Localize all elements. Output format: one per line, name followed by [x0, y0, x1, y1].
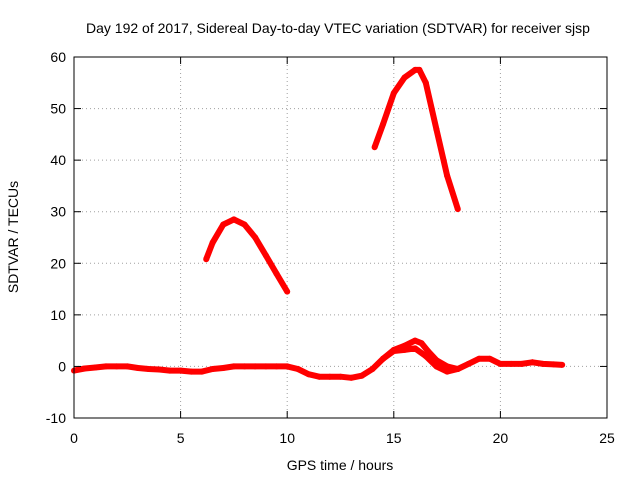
data-point — [424, 348, 431, 354]
data-point — [103, 363, 109, 370]
y-tick-label: 30 — [50, 204, 66, 220]
data-point — [316, 373, 323, 380]
y-axis-label: SDTVAR / TECUs — [5, 181, 21, 293]
data-point — [358, 372, 365, 379]
data-point — [401, 74, 408, 81]
data-point — [380, 355, 387, 362]
data-point — [284, 288, 291, 295]
data-point — [305, 371, 312, 378]
data-point — [412, 66, 419, 73]
x-tick-label: 15 — [386, 430, 402, 446]
data-point — [177, 367, 184, 374]
data-point — [418, 340, 425, 347]
series-arc-1 — [203, 216, 290, 294]
x-tick-label: 0 — [70, 430, 78, 446]
data-point — [113, 363, 120, 370]
data-point — [412, 345, 419, 352]
series-arc-2 — [371, 66, 461, 211]
data-point — [241, 363, 248, 370]
series-baseline — [73, 345, 563, 381]
data-point — [433, 363, 440, 370]
data-point — [166, 367, 173, 374]
data-point — [348, 374, 355, 381]
data-point — [401, 342, 408, 349]
data-point — [390, 346, 397, 353]
plot-frame — [73, 56, 608, 419]
data-point — [230, 216, 237, 223]
y-axis-ticks: -10 0 10 20 30 40 50 60 — [46, 49, 607, 426]
data-point — [337, 373, 344, 380]
data-point — [294, 366, 301, 372]
y-tick-label: 50 — [50, 101, 66, 117]
data-point — [326, 373, 333, 380]
data-point — [416, 66, 423, 73]
data-point — [81, 365, 88, 372]
data-point — [540, 360, 546, 367]
data-point — [145, 366, 152, 372]
data-point — [371, 144, 378, 151]
data-point — [241, 221, 248, 228]
data-point — [198, 368, 205, 375]
data-point — [273, 270, 280, 277]
data-point — [486, 355, 493, 362]
data-point — [252, 234, 259, 241]
x-axis-ticks: 0 5 10 15 20 25 — [70, 57, 615, 446]
data-point — [550, 361, 557, 368]
data-point — [135, 365, 141, 371]
data-point — [252, 363, 259, 370]
data-point — [262, 363, 269, 370]
data-point — [209, 239, 216, 246]
data-point — [433, 357, 440, 364]
data-point — [92, 364, 99, 371]
data-point — [444, 363, 451, 370]
data-point — [230, 363, 237, 370]
data-point — [529, 359, 536, 366]
data-point — [444, 172, 451, 179]
data-point — [156, 366, 163, 373]
y-tick-label: 40 — [50, 152, 66, 168]
data-series — [71, 66, 566, 381]
data-point — [422, 79, 429, 86]
data-point — [454, 366, 461, 372]
data-point — [433, 126, 440, 133]
x-tick-label: 5 — [177, 430, 185, 446]
data-point — [262, 252, 269, 259]
x-tick-label: 25 — [599, 430, 615, 446]
data-point — [518, 360, 525, 367]
data-point — [412, 337, 419, 344]
data-point — [476, 355, 483, 362]
data-point — [380, 121, 387, 127]
x-axis-label: GPS time / hours — [287, 457, 394, 473]
data-point — [559, 361, 566, 368]
data-point — [508, 360, 515, 367]
data-point — [369, 366, 376, 372]
y-tick-label: 10 — [50, 307, 66, 323]
data-point — [273, 363, 280, 370]
data-point — [220, 365, 227, 371]
data-point — [465, 360, 472, 367]
data-point — [497, 360, 504, 367]
y-tick-label: 0 — [58, 358, 66, 374]
data-point — [454, 206, 461, 213]
data-point — [124, 363, 131, 370]
y-tick-label: 60 — [50, 49, 66, 65]
data-point — [390, 90, 397, 97]
y-tick-label: -10 — [46, 410, 66, 426]
x-tick-label: 10 — [279, 430, 295, 446]
data-point — [203, 256, 210, 263]
data-point — [188, 368, 195, 375]
y-tick-label: 20 — [50, 255, 66, 271]
data-point — [220, 221, 227, 228]
chart-title: Day 192 of 2017, Sidereal Day-to-day VTE… — [86, 20, 590, 36]
data-point — [284, 363, 291, 370]
data-point — [209, 366, 216, 372]
x-tick-label: 20 — [493, 430, 509, 446]
data-point — [444, 368, 451, 375]
